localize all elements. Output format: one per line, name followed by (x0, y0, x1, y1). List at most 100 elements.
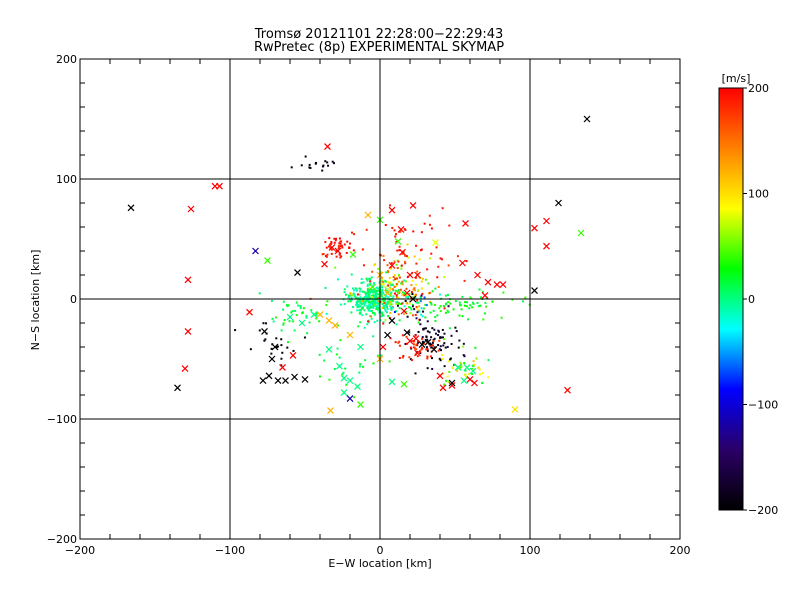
velocity-dot (387, 281, 390, 284)
velocity-x-marker (499, 281, 507, 289)
velocity-dot (450, 334, 453, 337)
velocity-x-marker (400, 307, 408, 315)
velocity-dot (409, 358, 412, 361)
velocity-dot (410, 340, 413, 343)
velocity-dot (413, 287, 416, 290)
velocity-dot (363, 296, 366, 299)
velocity-dot (417, 301, 420, 304)
velocity-dot (380, 295, 383, 298)
velocity-dot (466, 301, 469, 304)
velocity-dot (396, 249, 399, 252)
velocity-dot (377, 300, 380, 303)
velocity-dot (374, 289, 377, 292)
velocity-dot (426, 338, 429, 341)
velocity-dot (373, 282, 376, 285)
velocity-x-marker (340, 389, 348, 397)
velocity-x-marker (268, 355, 276, 363)
velocity-dot (359, 321, 362, 324)
velocity-dot (464, 369, 467, 372)
velocity-dot (398, 307, 401, 310)
velocity-dot (410, 291, 413, 294)
velocity-dot (361, 290, 364, 293)
velocity-dot (482, 318, 485, 321)
velocity-dot (305, 316, 308, 319)
velocity-x-marker (466, 375, 474, 383)
velocity-dot (300, 164, 303, 167)
velocity-dot (372, 302, 375, 305)
velocity-dot (290, 166, 293, 169)
velocity-dot (389, 337, 392, 340)
velocity-dot (282, 322, 285, 325)
velocity-dot (295, 301, 298, 304)
velocity-dot (368, 287, 371, 290)
x-axis-label: E−W location [km] (328, 557, 431, 570)
chart-title: Tromsø 20121101 22:28:00−22:29:43 (254, 27, 504, 42)
velocity-dot (411, 279, 414, 282)
velocity-dot (420, 294, 423, 297)
velocity-dot (375, 296, 378, 299)
velocity-dot (386, 264, 389, 267)
velocity-dot (404, 300, 407, 303)
velocity-dot (370, 309, 373, 312)
velocity-dot (419, 296, 422, 299)
velocity-dot (322, 164, 325, 167)
velocity-dot (343, 243, 346, 246)
velocity-dot (324, 286, 327, 289)
velocity-dot (432, 309, 435, 312)
velocity-dot (359, 301, 362, 304)
velocity-dot (447, 264, 450, 267)
velocity-dot (335, 237, 338, 240)
velocity-dot (421, 292, 424, 295)
velocity-dot (422, 310, 425, 313)
velocity-dot (439, 257, 442, 260)
velocity-dot (441, 328, 444, 331)
velocity-x-marker (384, 331, 391, 339)
velocity-dot (383, 302, 386, 305)
velocity-dot (408, 306, 411, 309)
velocity-dot (380, 293, 383, 296)
velocity-dot (372, 307, 375, 310)
velocity-dot (420, 231, 423, 234)
velocity-dot (466, 376, 469, 379)
velocity-dot (390, 292, 393, 295)
velocity-dot (421, 337, 424, 340)
velocity-x-marker (564, 386, 571, 394)
velocity-dot (375, 286, 378, 289)
velocity-dot (463, 362, 466, 365)
velocity-dot (475, 357, 478, 360)
velocity-dot (353, 289, 356, 292)
velocity-dot (358, 309, 361, 312)
velocity-dot (403, 260, 406, 263)
velocity-dot (315, 311, 318, 314)
y-tick-label: 100 (56, 173, 77, 186)
velocity-dot (258, 329, 261, 332)
velocity-dot (304, 155, 307, 158)
velocity-dot (382, 283, 385, 286)
velocity-dot (377, 297, 380, 300)
velocity-dot (359, 298, 362, 301)
velocity-dot (412, 343, 415, 346)
velocity-dot (415, 306, 418, 309)
velocity-dot (282, 308, 285, 311)
velocity-dot (431, 290, 434, 293)
velocity-dot (443, 332, 446, 335)
velocity-dot (395, 284, 398, 287)
velocity-dot (310, 309, 313, 312)
velocity-dot (431, 357, 434, 360)
velocity-dot (359, 365, 362, 368)
velocity-dot (477, 305, 480, 308)
velocity-dot (423, 296, 426, 299)
velocity-dot (404, 280, 407, 283)
velocity-dot (437, 343, 440, 346)
velocity-x-marker (430, 345, 438, 353)
velocity-dot (388, 287, 391, 290)
velocity-dot (456, 369, 459, 372)
velocity-dot (322, 253, 325, 256)
velocity-dot (436, 314, 439, 317)
velocity-dot (381, 280, 384, 283)
velocity-dot (373, 313, 376, 316)
velocity-dot (441, 207, 444, 210)
velocity-dot (393, 292, 396, 295)
velocity-dot (350, 273, 353, 276)
velocity-dot (340, 244, 343, 247)
